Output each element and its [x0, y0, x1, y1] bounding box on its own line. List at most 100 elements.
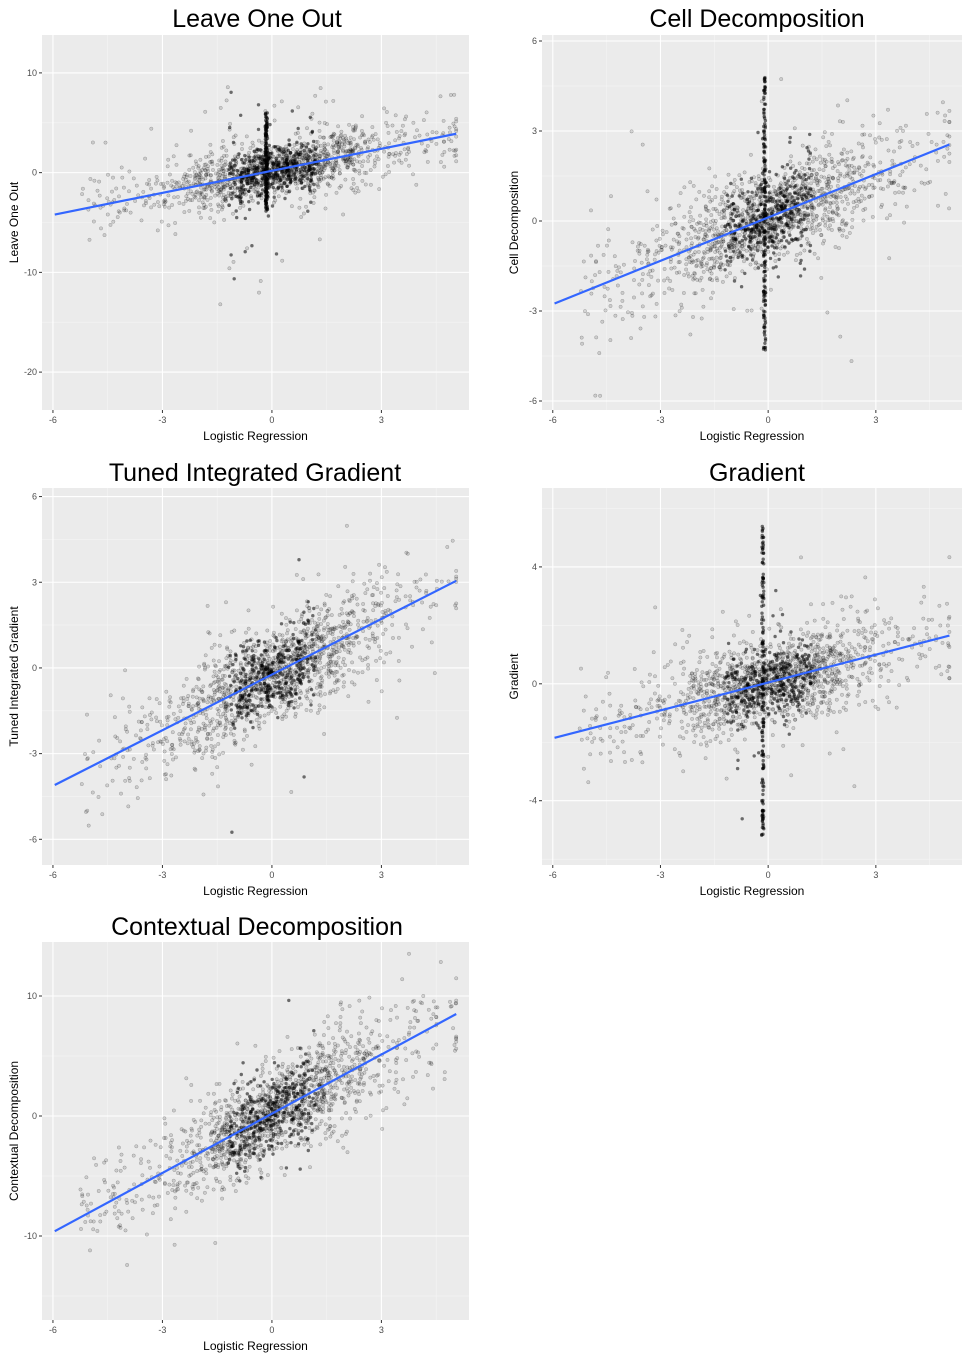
scatter-point: [762, 203, 766, 207]
scatter-point: [707, 189, 712, 194]
scatter-point: [637, 241, 641, 246]
scatter-point: [341, 212, 345, 217]
scatter-point: [338, 665, 343, 670]
scatter-point: [364, 171, 369, 175]
scatter-point: [300, 186, 305, 191]
scatter-point: [661, 232, 665, 237]
scatter-point: [289, 158, 294, 163]
scatter-point: [187, 208, 192, 213]
scatter-point: [361, 132, 365, 136]
scatter-point: [216, 712, 221, 717]
scatter-point: [810, 159, 815, 164]
scatter-point: [701, 255, 706, 260]
scatter-point: [181, 201, 186, 206]
scatter-point: [809, 173, 814, 178]
scatter-point: [711, 256, 715, 261]
scatter-point: [735, 205, 740, 210]
scatter-point: [773, 231, 778, 236]
scatter-point: [221, 168, 226, 173]
scatter-point: [677, 240, 682, 245]
scatter-point: [788, 159, 793, 164]
scatter-point: [336, 145, 341, 149]
scatter-point: [648, 294, 653, 299]
scatter-point: [809, 181, 813, 186]
scatter-point: [878, 160, 883, 165]
scatter-point: [846, 172, 851, 176]
scatter-point: [326, 652, 331, 657]
scatter-point: [698, 221, 703, 225]
scatter-point: [287, 142, 291, 147]
scatter-point: [193, 195, 198, 200]
scatter-point: [638, 326, 643, 331]
scatter-point: [821, 135, 826, 140]
scatter-point: [748, 262, 753, 267]
scatter-point: [352, 128, 357, 133]
scatter-point: [785, 223, 789, 228]
scatter-point: [892, 149, 896, 154]
scatter-point: [248, 185, 253, 190]
scatter-point: [263, 705, 268, 710]
scatter-point: [714, 276, 719, 281]
scatter-point: [414, 182, 419, 187]
scatter-point: [828, 205, 832, 210]
scatter-point: [770, 206, 774, 211]
scatter-point: [836, 206, 840, 211]
scatter-point: [763, 122, 767, 126]
scatter-point: [941, 100, 945, 105]
scatter-point: [92, 219, 96, 224]
scatter-point: [272, 103, 277, 108]
scatter-point: [682, 291, 686, 295]
scatter-point: [762, 169, 766, 174]
scatter-point: [801, 178, 805, 183]
scatter-point: [734, 252, 739, 256]
scatter-point: [352, 157, 357, 162]
scatter-point: [324, 192, 328, 197]
scatter-point: [114, 186, 119, 191]
scatter-point: [749, 308, 754, 313]
scatter-point: [782, 252, 786, 257]
scatter-point: [115, 215, 120, 220]
scatter-point: [837, 228, 842, 233]
scatter-point: [220, 203, 225, 208]
scatter-point: [240, 747, 245, 752]
scatter-point: [840, 199, 845, 204]
scatter-point: [105, 212, 110, 217]
scatter-point: [863, 163, 868, 168]
scatter-point: [154, 715, 159, 720]
scatter-point: [618, 270, 623, 275]
scatter-point: [693, 228, 698, 233]
scatter-point: [637, 251, 642, 256]
scatter-point: [835, 169, 840, 174]
scatter-point: [709, 266, 714, 271]
scatter-point: [339, 643, 344, 647]
scatter-point: [216, 204, 221, 209]
scatter-point: [203, 109, 208, 114]
scatter-point: [441, 139, 446, 144]
scatter-point: [676, 203, 681, 208]
scatter-point: [366, 666, 370, 671]
scatter-point: [202, 202, 207, 207]
scatter-point: [398, 150, 403, 155]
scatter-point: [344, 159, 348, 164]
scatter-point: [223, 162, 228, 167]
scatter-point: [162, 749, 167, 754]
scatter-point: [323, 162, 328, 167]
scatter-point: [323, 99, 328, 104]
scatter-point: [820, 186, 825, 191]
scatter-point: [696, 230, 701, 235]
scatter-point: [842, 207, 847, 212]
scatter-point: [845, 197, 849, 202]
scatter-point: [681, 226, 686, 231]
scatter-point: [295, 186, 299, 191]
scatter-point: [164, 689, 169, 694]
scatter-point: [313, 147, 318, 151]
scatter-point: [918, 163, 923, 168]
scatter-point: [763, 262, 767, 266]
scatter-point: [385, 164, 390, 168]
scatter-point: [310, 111, 315, 116]
scatter-point: [396, 659, 401, 663]
scatter-point: [127, 704, 132, 709]
scatter-point: [776, 275, 780, 279]
scatter-point: [893, 190, 897, 195]
scatter-point: [813, 147, 818, 152]
